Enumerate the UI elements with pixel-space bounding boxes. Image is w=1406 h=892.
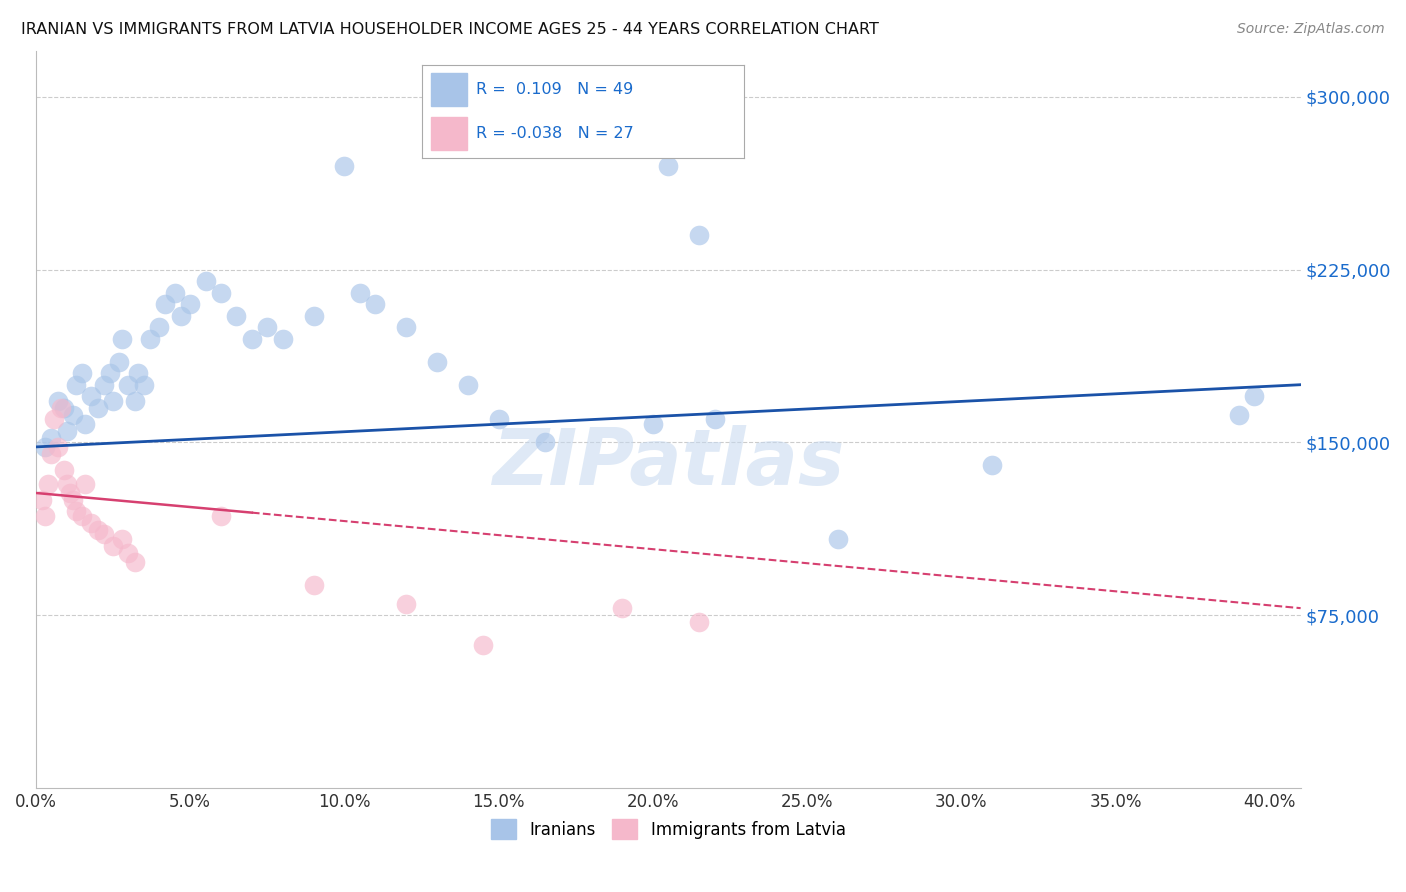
Point <box>52 463 75 477</box>
Point <box>31 492 53 507</box>
Point <box>41 431 63 445</box>
Point <box>117 377 139 392</box>
Point <box>163 285 186 300</box>
Point <box>488 412 510 426</box>
Point <box>610 601 633 615</box>
Point <box>209 508 232 523</box>
Point <box>65 377 87 392</box>
Point <box>688 227 710 242</box>
Point <box>302 578 325 592</box>
Point <box>62 408 84 422</box>
Point <box>827 532 849 546</box>
Point <box>34 508 56 523</box>
Point <box>86 401 108 415</box>
Point <box>170 309 193 323</box>
Point <box>75 417 97 431</box>
Point <box>179 297 201 311</box>
Point <box>101 539 124 553</box>
Point <box>132 377 155 392</box>
Point <box>59 486 82 500</box>
Point <box>44 412 66 426</box>
Point <box>124 393 146 408</box>
Point <box>75 476 97 491</box>
Text: ZIPatlas: ZIPatlas <box>492 425 845 501</box>
Point <box>111 332 134 346</box>
Point <box>1243 389 1265 403</box>
Point <box>34 440 56 454</box>
Point <box>80 516 103 530</box>
Point <box>49 401 72 415</box>
Point <box>641 417 664 431</box>
Point <box>395 320 418 334</box>
Point <box>194 274 217 288</box>
Point <box>534 435 557 450</box>
Point <box>657 159 679 173</box>
Point <box>55 476 77 491</box>
Point <box>256 320 278 334</box>
Point <box>139 332 162 346</box>
Point <box>426 354 449 368</box>
Point <box>395 597 418 611</box>
Legend: Iranians, Immigrants from Latvia: Iranians, Immigrants from Latvia <box>484 813 852 846</box>
Point <box>37 476 59 491</box>
Point <box>155 297 177 311</box>
Point <box>70 366 93 380</box>
Point <box>55 424 77 438</box>
Point <box>41 447 63 461</box>
Point <box>225 309 247 323</box>
Point <box>86 523 108 537</box>
Point <box>271 332 294 346</box>
Point <box>364 297 387 311</box>
Point <box>93 527 115 541</box>
Point <box>349 285 371 300</box>
Point <box>209 285 232 300</box>
Point <box>93 377 115 392</box>
Text: Source: ZipAtlas.com: Source: ZipAtlas.com <box>1237 22 1385 37</box>
Point <box>688 615 710 629</box>
Point <box>70 508 93 523</box>
Point <box>127 366 149 380</box>
Point <box>46 393 69 408</box>
Point <box>62 492 84 507</box>
Point <box>111 532 134 546</box>
Point <box>65 504 87 518</box>
Point <box>124 555 146 569</box>
Point <box>98 366 121 380</box>
Point <box>148 320 170 334</box>
Point <box>457 377 479 392</box>
Point <box>333 159 356 173</box>
Point <box>472 638 495 652</box>
Point <box>117 546 139 560</box>
Point <box>1227 408 1250 422</box>
Point <box>981 458 1004 473</box>
Point <box>703 412 725 426</box>
Point <box>302 309 325 323</box>
Point <box>46 440 69 454</box>
Point <box>240 332 263 346</box>
Point <box>52 401 75 415</box>
Point <box>108 354 131 368</box>
Point <box>80 389 103 403</box>
Text: IRANIAN VS IMMIGRANTS FROM LATVIA HOUSEHOLDER INCOME AGES 25 - 44 YEARS CORRELAT: IRANIAN VS IMMIGRANTS FROM LATVIA HOUSEH… <box>21 22 879 37</box>
Point <box>101 393 124 408</box>
